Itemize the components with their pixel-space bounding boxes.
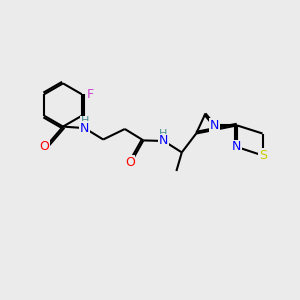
- Text: F: F: [86, 88, 94, 101]
- Text: N: N: [210, 119, 220, 132]
- Text: N: N: [232, 140, 241, 154]
- Text: S: S: [259, 149, 267, 162]
- Text: N: N: [80, 122, 89, 135]
- Text: N: N: [159, 134, 169, 148]
- Text: H: H: [80, 116, 89, 127]
- Text: H: H: [159, 129, 167, 140]
- Text: O: O: [40, 140, 49, 154]
- Text: O: O: [125, 156, 135, 169]
